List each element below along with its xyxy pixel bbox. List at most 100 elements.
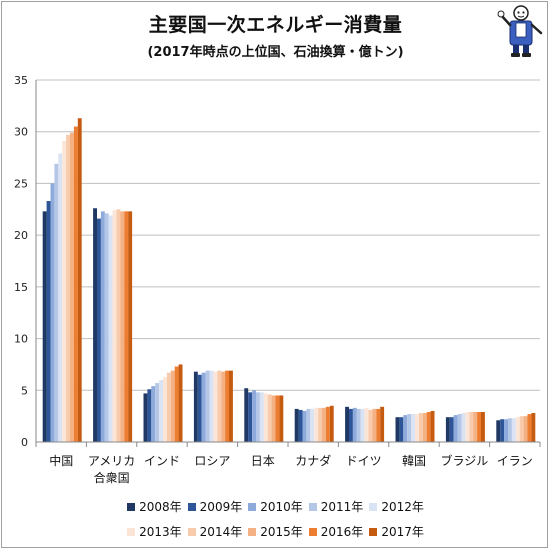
bar (508, 418, 512, 442)
bar (271, 395, 276, 442)
bar (174, 366, 179, 442)
bar (356, 408, 361, 442)
bar (465, 412, 470, 442)
legend-label: 2008年 (139, 500, 182, 514)
bar (197, 374, 202, 442)
bar (66, 134, 70, 442)
bar (46, 201, 51, 442)
legend-swatch (127, 503, 136, 511)
legend-swatch (187, 503, 196, 511)
chart-subtitle: (2017年時点の上位国、石油換算・億トン) (147, 45, 404, 60)
bar (376, 408, 381, 442)
bar (124, 211, 129, 442)
x-tick-label: ドイツ (346, 454, 382, 468)
bar (104, 213, 109, 442)
bar (163, 376, 167, 442)
bar (209, 370, 214, 442)
bar (418, 413, 423, 442)
bar (380, 406, 385, 442)
legend-label: 2010年 (260, 500, 303, 514)
bar (519, 416, 524, 442)
legend-swatch (369, 528, 378, 536)
bar (318, 407, 322, 442)
bar (411, 414, 415, 442)
bar (225, 370, 229, 442)
x-tick-label: ロシア (194, 454, 230, 468)
y-tick-label: 0 (21, 436, 28, 449)
legend-label: 2017年 (381, 525, 424, 539)
bar (252, 390, 256, 442)
legend-item: 2016年 (308, 523, 363, 540)
legend-swatch (248, 503, 257, 511)
y-tick-label: 35 (14, 74, 28, 87)
legend-label: 2015年 (260, 525, 303, 539)
x-tick-label: インド (144, 454, 180, 468)
bar (403, 415, 408, 442)
bar (368, 409, 373, 442)
bar (457, 414, 462, 442)
bar (453, 415, 458, 442)
x-tick-label: 韓国 (402, 454, 426, 468)
y-tick-label: 15 (14, 281, 28, 294)
x-tick-label: アメリカ (88, 454, 135, 468)
bar (445, 417, 450, 442)
x-tick-label: イラン (497, 454, 533, 468)
bar (531, 413, 536, 442)
bar (97, 218, 101, 442)
bar (42, 211, 47, 442)
bar (50, 183, 55, 442)
x-tick-label: 中国 (49, 453, 73, 468)
bar (399, 417, 404, 442)
bar (77, 118, 82, 443)
bar (302, 410, 307, 442)
bar (349, 408, 353, 442)
legend-swatch (248, 528, 257, 536)
legend-item: 2011年 (308, 498, 363, 515)
bar (116, 209, 121, 442)
bar (108, 215, 113, 442)
bar (430, 410, 435, 442)
y-tick-label: 10 (14, 333, 28, 346)
legend-swatch (308, 528, 317, 536)
legend-item: 2009年 (187, 498, 242, 515)
bar (500, 419, 505, 442)
y-tick-label: 25 (14, 177, 28, 190)
bar (422, 413, 427, 442)
bar (221, 371, 226, 442)
legend-swatch (127, 528, 136, 536)
bar (515, 417, 520, 442)
bar (201, 372, 206, 442)
bar (170, 370, 175, 442)
bar (477, 412, 481, 442)
bar (263, 393, 268, 442)
bar (178, 364, 183, 442)
bar (306, 408, 311, 442)
legend-label: 2012年 (381, 500, 424, 514)
bar (415, 414, 419, 442)
bar (143, 393, 148, 442)
legend-item: 2012年 (369, 498, 424, 515)
bar (155, 383, 160, 442)
bar (364, 407, 369, 442)
bar (469, 412, 474, 442)
bar (329, 405, 334, 442)
legend-label: 2013年 (139, 525, 182, 539)
legend-label: 2014年 (199, 525, 243, 539)
bar (159, 379, 163, 442)
bar (70, 132, 74, 442)
bar (217, 370, 222, 442)
bar (352, 407, 357, 442)
bar (314, 407, 319, 442)
x-tick-label: 合衆国 (94, 470, 130, 485)
bar (62, 141, 67, 442)
legend-item: 2014年 (187, 523, 243, 540)
bar (395, 417, 400, 442)
bar (93, 208, 97, 442)
y-tick-label: 5 (21, 384, 28, 397)
bar (213, 371, 218, 442)
bar (310, 408, 315, 442)
x-tick-label: ブラジル (441, 453, 489, 468)
bar (481, 412, 485, 442)
legend-item: 2017年 (369, 523, 424, 540)
x-tick-label: カナダ (295, 453, 331, 468)
